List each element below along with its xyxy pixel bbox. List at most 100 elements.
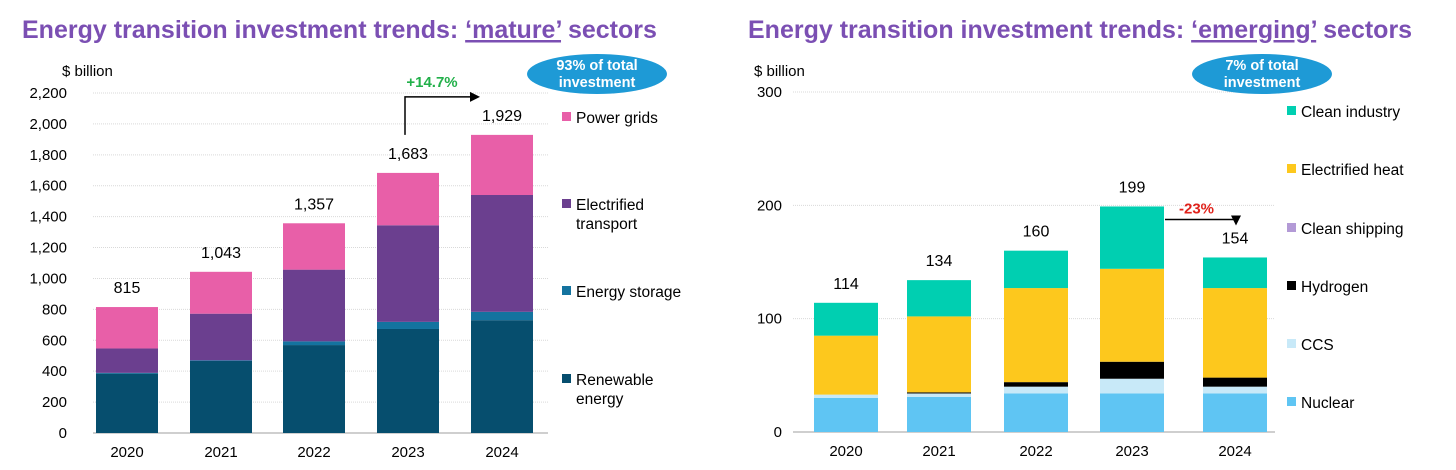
bar-segment-power-grids — [96, 307, 158, 349]
change-annotation: -23% — [1179, 200, 1214, 217]
y-tick-label: 300 — [757, 84, 782, 101]
y-tick-label: 0 — [59, 425, 67, 442]
y-tick-label: 2,000 — [29, 116, 67, 133]
bar-segment-ccs — [1100, 378, 1164, 394]
change-arrow-line — [1165, 217, 1237, 221]
bar-segment-renewable-energy — [190, 360, 252, 433]
bar-segment-renewable-energy — [377, 328, 439, 433]
total-label: 1,683 — [388, 146, 428, 163]
legend-swatch — [1287, 397, 1296, 406]
bar-segment-nuclear — [814, 398, 878, 432]
bar-segment-power-grids — [471, 134, 533, 195]
bar-segment-power-grids — [190, 271, 252, 314]
arrowhead-icon — [470, 91, 480, 102]
chart-title: Energy transition investment trends: ‘ma… — [22, 16, 657, 44]
bar-segment-energy-storage — [471, 311, 533, 321]
x-tick-label: 2021 — [204, 444, 237, 461]
legend-label: Nuclear — [1301, 395, 1354, 412]
legend-label: transport — [576, 216, 638, 233]
title-prefix: Energy transition investment trends: — [22, 16, 465, 44]
legend-label: CCS — [1301, 337, 1334, 354]
y-tick-label: 600 — [42, 332, 67, 349]
y-tick-label: 2,200 — [29, 85, 67, 102]
y-tick-label: 1,400 — [29, 209, 67, 226]
total-label: 815 — [114, 280, 141, 297]
total-label: 199 — [1119, 179, 1146, 196]
legend-swatch — [1287, 164, 1296, 173]
total-label: 154 — [1222, 230, 1249, 247]
y-tick-label: 1,800 — [29, 147, 67, 164]
x-tick-label: 2024 — [485, 444, 518, 461]
y-axis-label: $ billion — [62, 63, 113, 80]
bar-segment-energy-storage — [96, 372, 158, 374]
bar-segment-energy-storage — [283, 341, 345, 346]
badge-text: 93% of total — [556, 58, 637, 74]
arrowhead-icon — [1231, 215, 1241, 226]
share-badge — [1192, 54, 1332, 94]
bar-segment-hydrogen — [1100, 361, 1164, 379]
bar-segment-nuclear — [1004, 393, 1068, 432]
bar-segment-clean-industry — [814, 302, 878, 336]
chart-title: Energy transition investment trends: ‘em… — [748, 16, 1412, 44]
y-tick-label: 200 — [757, 197, 782, 214]
legend-label: Clean industry — [1301, 104, 1400, 121]
legend-label: Clean shipping — [1301, 221, 1404, 238]
bar-segment-renewable-energy — [471, 320, 533, 433]
x-tick-label: 2021 — [922, 443, 955, 460]
total-label: 1,357 — [294, 196, 334, 213]
bar-segment-clean-industry — [1100, 206, 1164, 269]
y-tick-label: 1,600 — [29, 178, 67, 195]
legend-label: Electrified — [576, 197, 644, 214]
y-tick-label: 1,200 — [29, 240, 67, 257]
legend-label: Renewable — [576, 372, 654, 389]
mature-sectors-chart: Energy transition investment trends: ‘ma… — [22, 16, 681, 461]
legend-swatch — [562, 374, 571, 383]
bar-segment-ccs — [1004, 386, 1068, 394]
x-tick-label: 2020 — [110, 444, 143, 461]
emerging-sectors-chart: Energy transition investment trends: ‘em… — [748, 16, 1412, 460]
x-tick-label: 2022 — [1019, 443, 1052, 460]
legend-label: Energy storage — [576, 284, 681, 301]
bar-segment-clean-industry — [1203, 257, 1267, 289]
share-badge — [527, 54, 667, 94]
bar-segment-hydrogen — [1203, 377, 1267, 387]
bar-segment-electrified-heat — [1203, 288, 1267, 378]
bar-segment-electrified-transport — [96, 348, 158, 373]
bar-segment-hydrogen — [1004, 382, 1068, 387]
bar-segment-electrified-transport — [471, 195, 533, 312]
bar-segment-power-grids — [283, 223, 345, 270]
bar-segment-energy-storage — [377, 321, 439, 329]
change-annotation: +14.7% — [406, 74, 457, 91]
x-tick-label: 2020 — [829, 443, 862, 460]
bar-segment-hydrogen — [907, 392, 971, 394]
total-label: 1,929 — [482, 108, 522, 125]
badge-text: investment — [1224, 75, 1301, 91]
y-axis-label: $ billion — [754, 63, 805, 80]
bar-segment-ccs — [907, 393, 971, 397]
legend-swatch — [562, 112, 571, 121]
total-label: 134 — [926, 253, 953, 270]
y-tick-label: 200 — [42, 394, 67, 411]
total-label: 114 — [833, 276, 859, 293]
bar-segment-nuclear — [907, 396, 971, 432]
badge-text: investment — [559, 75, 636, 91]
legend-swatch — [1287, 281, 1296, 290]
bar-segment-ccs — [1203, 386, 1267, 394]
bar-segment-electrified-heat — [1100, 268, 1164, 362]
y-tick-label: 0 — [774, 424, 782, 441]
bar-segment-renewable-energy — [96, 373, 158, 433]
bar-segment-power-grids — [377, 172, 439, 226]
legend-label: energy — [576, 391, 624, 408]
title-emphasis: ‘emerging’ — [1191, 16, 1316, 44]
change-arrow-line — [404, 96, 470, 135]
total-label: 1,043 — [201, 245, 241, 262]
legend-label: Hydrogen — [1301, 279, 1368, 296]
bar-segment-electrified-transport — [190, 313, 252, 361]
bar-segment-electrified-heat — [1004, 288, 1068, 383]
legend-swatch — [562, 199, 571, 208]
legend-swatch — [1287, 339, 1296, 348]
y-tick-label: 800 — [42, 301, 67, 318]
bar-segment-nuclear — [1203, 393, 1267, 432]
y-tick-label: 100 — [757, 311, 782, 328]
